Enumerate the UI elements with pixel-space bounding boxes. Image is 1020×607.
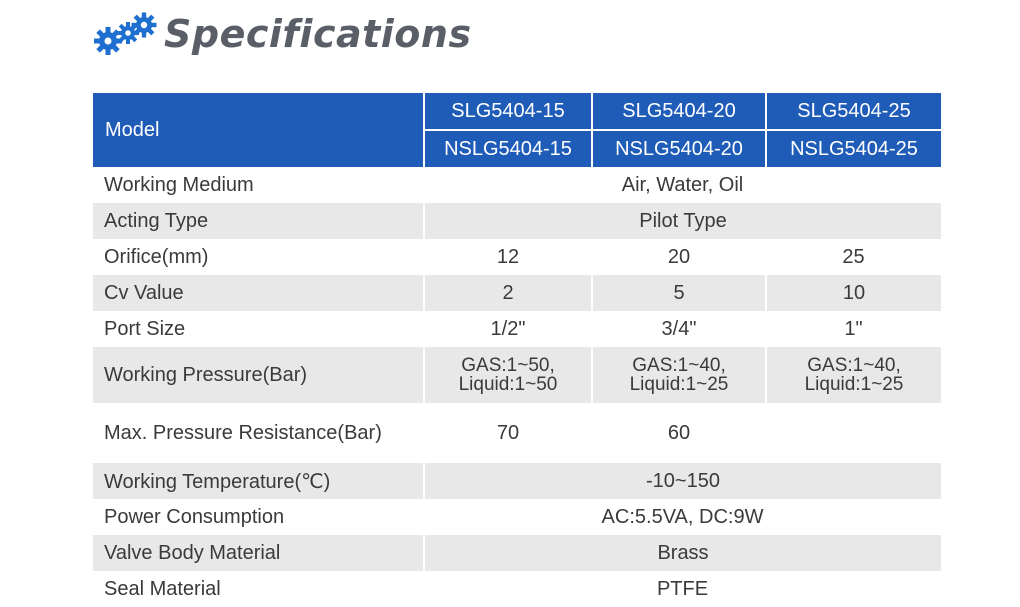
header-row-top: Model SLG5404-15 SLG5404-20 SLG5404-25 [93, 93, 941, 167]
table-row: Power Consumption AC:5.5VA, DC:9W [93, 499, 941, 535]
row-value: GAS:1~40, Liquid:1~25 [592, 347, 767, 403]
table-row: Working Pressure(Bar) GAS:1~50, Liquid:1… [93, 347, 941, 403]
model-code: SLG5404-15 [424, 93, 593, 131]
row-value: GAS:1~50, Liquid:1~50 [424, 347, 593, 403]
gas-pressure: GAS:1~40, [807, 355, 901, 376]
row-label: Power Consumption [104, 505, 285, 528]
max-pressure-60: 60 [667, 421, 691, 444]
row-value: 70 [496, 421, 520, 444]
row-value: 5 [592, 275, 767, 311]
row-value: GAS:1~40, Liquid:1~25 [766, 347, 941, 403]
model-code: SLG5404-25 [766, 93, 941, 131]
table-row: Seal Material PTFE [93, 571, 941, 607]
liquid-pressure: Liquid:1~50 [458, 374, 558, 395]
row-label: Max. Pressure Resistance(Bar) [104, 421, 382, 444]
row-value: 2 [424, 275, 593, 311]
gas-pressure: GAS:1~40, [632, 355, 726, 376]
row-label: Orifice(mm) [104, 245, 209, 268]
table-row: Orifice(mm) 12 20 25 [93, 239, 941, 275]
row-value: Air, Water, Oil [621, 173, 744, 196]
row-value: 12 [496, 245, 520, 268]
table-row: Port Size 1/2" 3/4" 1" [93, 311, 941, 347]
page-title: Specifications [164, 12, 472, 56]
table-row: Working Medium Air, Water, Oil [93, 167, 941, 203]
row-value: 20 [667, 245, 691, 268]
row-label: Working Pressure(Bar) [93, 347, 425, 403]
table-row: Acting Type Pilot Type [93, 203, 941, 239]
gas-pressure: GAS:1~50, [461, 355, 555, 376]
header-row-bottom: NSLG5404-15 NSLG5404-20 NSLG5404-25 [93, 130, 941, 167]
row-value: 60 [592, 403, 941, 463]
row-value: Pilot Type [424, 203, 941, 239]
row-value: 25 [842, 245, 865, 268]
row-label: Acting Type [93, 203, 425, 239]
table-row: Max. Pressure Resistance(Bar) 70 60 [93, 403, 941, 463]
row-value: 10 [766, 275, 941, 311]
row-label: Working Medium [104, 173, 254, 196]
row-value: AC:5.5VA, DC:9W [601, 505, 764, 528]
model-code: NSLG5404-15 [424, 130, 593, 167]
table-row: Cv Value 2 5 10 [93, 275, 941, 311]
model-header: Model [93, 93, 425, 167]
row-value: -10~150 [424, 463, 941, 499]
row-value: 3/4" [661, 317, 697, 340]
table-row: Working Temperature(℃) -10~150 [93, 463, 941, 499]
table-row: Valve Body Material Brass [93, 535, 941, 571]
model-code: SLG5404-20 [592, 93, 767, 131]
gears-icon [94, 12, 157, 55]
row-value: 1" [844, 317, 863, 340]
row-value: PTFE [656, 577, 709, 600]
row-label: Valve Body Material [93, 535, 425, 571]
liquid-pressure: Liquid:1~25 [629, 374, 729, 395]
model-code: NSLG5404-25 [766, 130, 941, 167]
row-value: 1/2" [490, 317, 526, 340]
row-value: Brass [424, 535, 941, 571]
liquid-pressure: Liquid:1~25 [804, 374, 904, 395]
model-code: NSLG5404-20 [592, 130, 767, 167]
spec-table: Model SLG5404-15 SLG5404-20 SLG5404-25 N… [93, 93, 941, 607]
row-label: Cv Value [93, 275, 425, 311]
row-label: Working Temperature(℃) [93, 463, 425, 499]
row-label: Seal Material [104, 577, 221, 600]
page-header: Specifications [92, 8, 472, 60]
row-label: Port Size [104, 317, 186, 340]
